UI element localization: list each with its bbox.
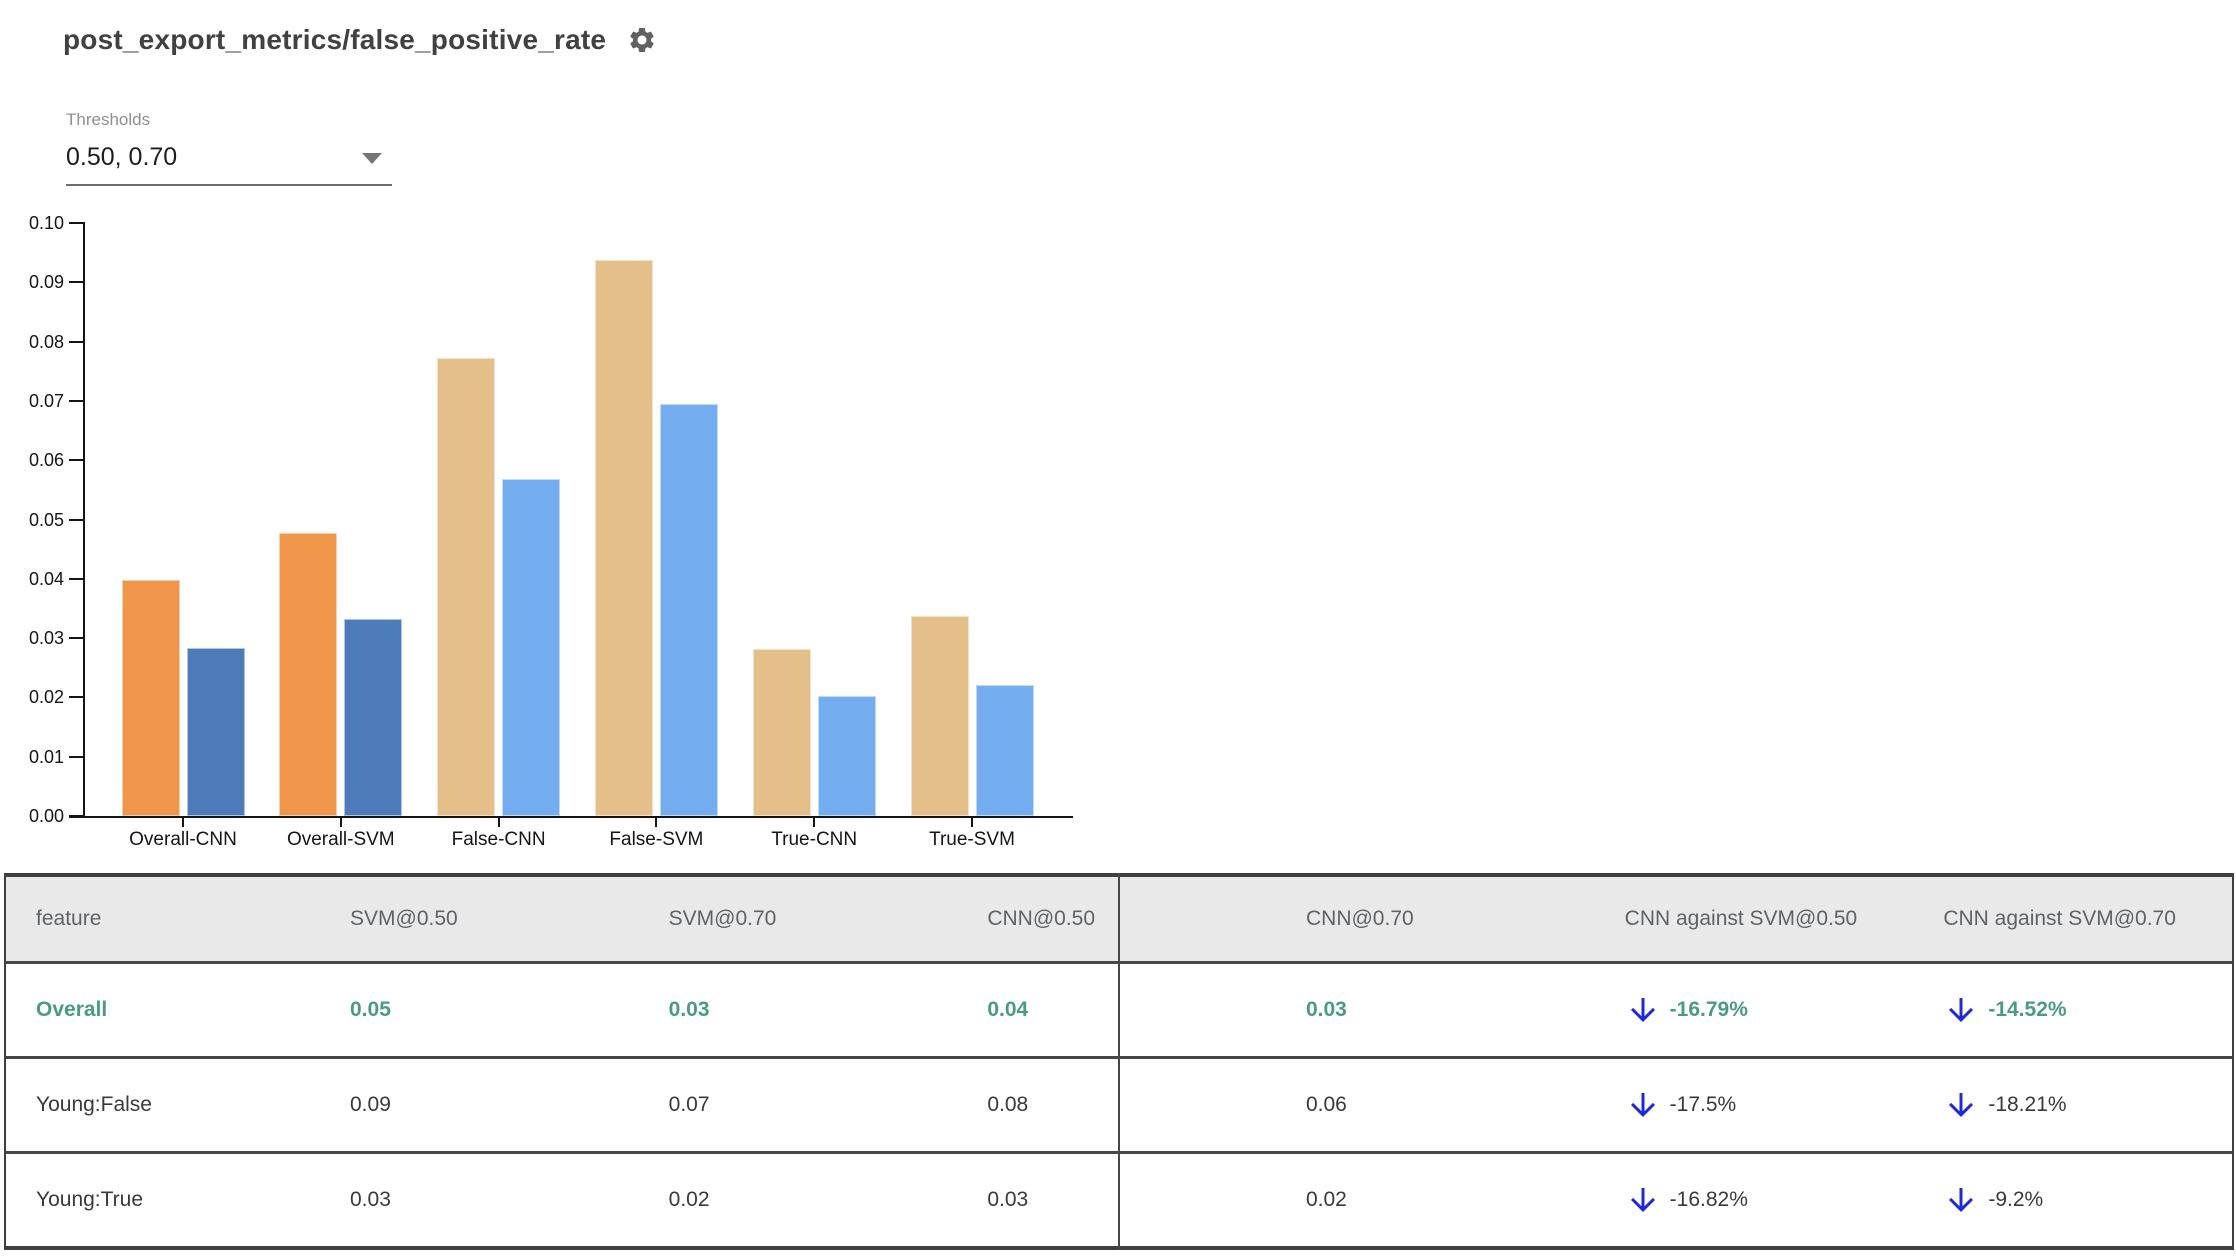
bar-overall-svm-threshold-0-50 <box>279 532 338 816</box>
diff-value: -16.82% <box>1669 1188 1748 1211</box>
x-tick <box>655 818 658 827</box>
y-tick-label: 0.05 <box>28 509 64 530</box>
thresholds-value: 0.50, 0.70 <box>66 142 178 171</box>
bar-overall-cnn-threshold-0-70 <box>186 648 245 816</box>
column-header-diff70: CNN against SVM@0.70 <box>1943 907 2176 930</box>
bar-overall-cnn-threshold-0-50 <box>121 579 180 816</box>
feature-cell: Young:False <box>36 1093 152 1116</box>
y-tick <box>69 518 85 521</box>
column-header-diff50: CNN against SVM@0.50 <box>1624 907 1858 930</box>
value-cell-cnn70: 0.03 <box>1305 998 1347 1021</box>
bar-true-svm-threshold-0-70 <box>975 684 1034 816</box>
y-tick-label: 0.07 <box>28 390 64 411</box>
diff-value: -18.21% <box>1988 1093 2067 1116</box>
arrow-down-icon <box>1630 1093 1655 1117</box>
table-middle-divider <box>1118 873 1120 1250</box>
y-tick-label: 0.10 <box>28 213 64 233</box>
x-tick <box>339 818 342 827</box>
bar-true-cnn-threshold-0-70 <box>817 696 876 816</box>
diff-cell-diff70: -18.21% <box>1913 1087 2232 1123</box>
value-cell-svm70: 0.03 <box>668 998 710 1021</box>
diff-value: -16.79% <box>1669 998 1748 1021</box>
metric-header: post_export_metrics/false_positive_rate <box>63 24 658 56</box>
value-cell-svm50: 0.03 <box>350 1188 391 1211</box>
value-cell-cnn70: 0.02 <box>1305 1188 1347 1211</box>
settings-gear-icon[interactable] <box>626 24 658 56</box>
y-tick <box>69 222 85 224</box>
y-tick-label: 0.00 <box>28 806 64 826</box>
page-title: post_export_metrics/false_positive_rate <box>63 24 607 55</box>
x-tick <box>182 818 184 827</box>
feature-cell: Overall <box>36 998 108 1021</box>
x-tick <box>813 818 816 827</box>
y-tick-label: 0.03 <box>28 628 64 649</box>
metrics-table: feature SVM@0.50 SVM@0.70 CNN@0.50 CNN@0.70 C… <box>4 873 2234 1250</box>
value-cell-cnn50: 0.03 <box>987 1188 1029 1211</box>
x-category-label: Overall-CNN <box>129 829 237 850</box>
y-tick <box>69 399 85 402</box>
x-tick <box>497 818 500 827</box>
value-cell-svm70: 0.02 <box>668 1188 710 1211</box>
bar-false-cnn-threshold-0-50 <box>437 357 496 816</box>
x-category-label: True-CNN <box>771 829 858 850</box>
y-tick <box>69 577 85 580</box>
feature-cell: Young:True <box>36 1188 144 1211</box>
bar-overall-svm-threshold-0-70 <box>344 619 403 816</box>
y-tick-label: 0.02 <box>28 687 64 708</box>
thresholds-label: Thresholds <box>66 110 151 129</box>
diff-value: -9.2% <box>1988 1188 2044 1211</box>
diff-value: -17.5% <box>1669 1093 1737 1116</box>
column-header-svm70: SVM@0.70 <box>668 907 777 930</box>
y-tick-label: 0.09 <box>28 272 64 293</box>
diff-cell-diff50: -17.5% <box>1595 1087 1914 1123</box>
thresholds-value-row: 0.50, 0.70 <box>66 138 392 176</box>
diff-value: -14.52% <box>1988 998 2067 1021</box>
value-cell-svm70: 0.07 <box>668 1093 710 1116</box>
bar-true-cnn-threshold-0-50 <box>752 649 811 816</box>
diff-cell-diff50: -16.79% <box>1595 992 1914 1028</box>
column-header-cnn70: CNN@0.70 <box>1305 907 1414 930</box>
x-category-label: Overall-SVM <box>286 829 395 850</box>
arrow-down-icon <box>1949 1188 1974 1212</box>
x-category-label: True-SVM <box>929 829 1015 850</box>
bar-false-svm-threshold-0-50 <box>594 260 653 816</box>
y-axis-line <box>83 223 85 818</box>
diff-cell-diff50: -16.82% <box>1595 1182 1914 1218</box>
x-tick <box>971 818 973 827</box>
bar-false-svm-threshold-0-70 <box>659 403 718 816</box>
bar-false-cnn-threshold-0-70 <box>502 479 561 816</box>
arrow-down-icon <box>1630 1188 1655 1212</box>
value-cell-cnn50: 0.04 <box>987 998 1029 1021</box>
arrow-down-icon <box>1630 998 1655 1022</box>
thresholds-dropdown[interactable]: Thresholds 0.50, 0.70 <box>66 108 392 186</box>
column-header-cnn50: CNN@0.50 <box>987 907 1096 930</box>
y-tick-label: 0.06 <box>28 450 64 471</box>
bar-true-svm-threshold-0-50 <box>910 615 969 816</box>
y-tick <box>69 637 85 640</box>
x-category-label: False-SVM <box>609 829 704 850</box>
arrow-down-icon <box>1949 998 1974 1022</box>
column-header-feature: feature <box>36 907 102 930</box>
y-tick-label: 0.01 <box>28 746 64 767</box>
y-tick-label: 0.08 <box>28 331 64 352</box>
y-tick <box>69 755 85 758</box>
column-header-svm50: SVM@0.50 <box>350 907 458 930</box>
y-tick <box>69 696 85 699</box>
arrow-down-icon <box>1949 1093 1974 1117</box>
x-category-label: False-CNN <box>451 829 546 850</box>
x-axis-line <box>69 816 1073 818</box>
diff-cell-diff70: -9.2% <box>1913 1182 2232 1218</box>
y-tick <box>69 459 85 462</box>
value-cell-svm50: 0.09 <box>350 1093 391 1116</box>
value-cell-cnn50: 0.08 <box>987 1093 1029 1116</box>
y-tick <box>69 281 85 284</box>
y-tick <box>69 340 85 343</box>
dropdown-arrow-icon <box>362 153 382 164</box>
value-cell-cnn70: 0.06 <box>1305 1093 1347 1116</box>
value-cell-svm50: 0.05 <box>350 998 391 1021</box>
diff-cell-diff70: -14.52% <box>1913 992 2232 1028</box>
y-tick-label: 0.04 <box>28 568 64 589</box>
